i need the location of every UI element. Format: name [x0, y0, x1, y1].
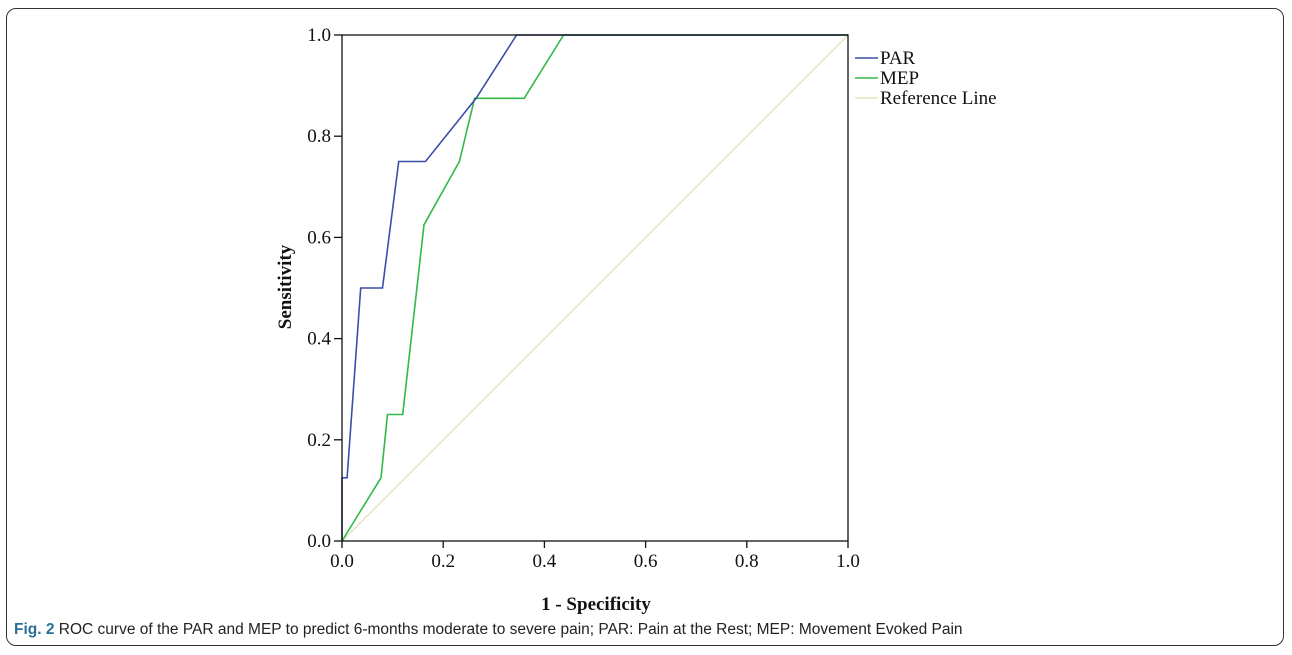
- x-tick-label: 0.8: [735, 551, 759, 572]
- y-tick-label: 0.4: [307, 329, 331, 350]
- y-tick-label: 0.8: [307, 126, 331, 147]
- x-tick-label: 0.4: [533, 551, 557, 572]
- y-axis-title: Sensitivity: [275, 244, 296, 329]
- series-line-par: [341, 34, 848, 541]
- plot-frame: [341, 34, 849, 542]
- legend-label-reference-line: Reference Line: [880, 88, 997, 109]
- x-tick-label: 0.0: [330, 551, 354, 572]
- series-line-mep: [341, 34, 848, 542]
- y-tick-label: 0.2: [307, 430, 331, 451]
- legend-label-par: PAR: [880, 48, 916, 69]
- figure-frame: [6, 8, 1284, 646]
- legend-label-mep: MEP: [880, 68, 919, 89]
- x-tick-label: 0.2: [431, 551, 455, 572]
- y-tick-label: 0.0: [307, 531, 331, 552]
- y-tick-label: 0.6: [307, 227, 331, 248]
- x-tick-label: 0.6: [634, 551, 658, 572]
- caption-text: ROC curve of the PAR and MEP to predict …: [54, 621, 963, 638]
- y-tick-label: 1.0: [307, 25, 331, 46]
- figure-caption: Fig. 2 ROC curve of the PAR and MEP to p…: [14, 621, 1274, 639]
- series-line-reference-line: [341, 34, 849, 542]
- x-tick-label: 1.0: [836, 551, 860, 572]
- caption-label: Fig. 2: [14, 621, 55, 638]
- plot-layer: 0.0 0.2 0.4 0.6 0.8 1.0 0.0 0.2 0.4 0.6 0.8 1.0 PARM…: [307, 25, 996, 572]
- x-axis-title: 1 - Specificity: [541, 594, 651, 615]
